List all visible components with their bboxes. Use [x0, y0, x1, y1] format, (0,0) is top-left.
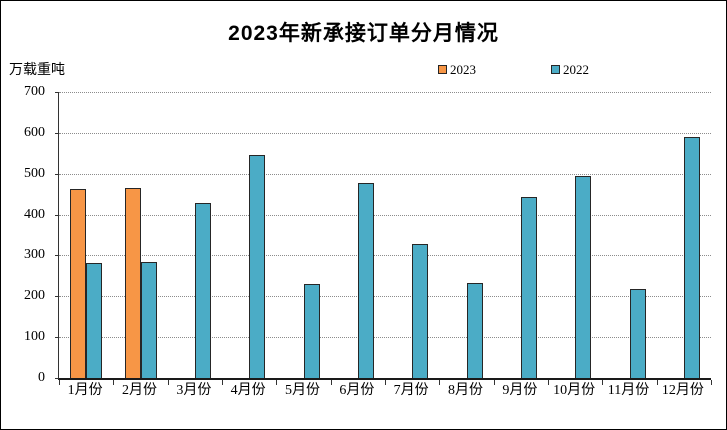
- x-axis-tick: [276, 380, 278, 385]
- legend-item-2023: 2023: [438, 63, 476, 76]
- bar-2022-4月份: [249, 154, 266, 378]
- x-axis-tick: [385, 380, 386, 385]
- y-axis-tick-700: [55, 92, 59, 93]
- plot-area: [55, 92, 712, 385]
- gridline-100: [59, 337, 711, 339]
- y-axis-tick-label: 600: [24, 124, 45, 140]
- x-axis-label-6月份: 6月份: [339, 383, 375, 398]
- x-axis-label-11月份: 11月份: [607, 383, 650, 398]
- bar-2022-12月份: [683, 136, 700, 378]
- y-axis-tick-label: 100: [24, 329, 45, 345]
- chart-title: 2023年新承接订单分月情况: [228, 22, 499, 45]
- bar-2022-9月份: [520, 197, 537, 378]
- y-axis-tick-0: [55, 378, 59, 379]
- x-axis-tick: [222, 380, 223, 385]
- bar-2022-6月份: [357, 183, 374, 378]
- bar-2022-10月份: [575, 176, 592, 378]
- y-axis-tick-label: 400: [24, 206, 45, 222]
- x-axis-label-7月份: 7月份: [393, 383, 429, 398]
- gridline-500: [59, 173, 711, 175]
- gridline-200: [59, 296, 711, 298]
- bar-2022-11月份: [629, 288, 646, 378]
- legend-item-2022: 2022: [551, 63, 589, 76]
- x-axis-tick: [167, 380, 169, 385]
- bar-2022-2月份: [140, 262, 157, 378]
- y-axis-tick-label: 500: [24, 165, 45, 181]
- gridline-700: [59, 92, 711, 93]
- x-axis-label-8月份: 8月份: [448, 383, 483, 398]
- gridline-300: [59, 255, 711, 257]
- bar-2022-8月份: [466, 282, 483, 378]
- y-axis-labels: 0 100 200 300 400 500 600 700: [1, 84, 49, 385]
- y-axis-tick-100: [55, 337, 59, 339]
- x-axis-label-4月份: 4月份: [230, 383, 266, 398]
- bar-2022-3月份: [194, 203, 211, 378]
- y-axis-tick-200: [55, 296, 59, 298]
- bar-2022-7月份: [412, 244, 429, 378]
- x-axis-label-12月份: 12月份: [661, 383, 704, 398]
- bar-2022-1月份: [86, 263, 103, 378]
- bar-2023-2月份: [124, 187, 141, 378]
- y-axis-tick-label: 700: [24, 84, 45, 99]
- legend: 2023 2022: [438, 63, 589, 76]
- x-axis-tick: [711, 380, 712, 385]
- x-axis-label-5月份: 5月份: [285, 383, 320, 398]
- x-axis-tick: [113, 380, 115, 385]
- bar-2023-1月份: [70, 189, 87, 378]
- y-axis-tick-400: [55, 214, 59, 216]
- legend-swatch-2023: [438, 65, 447, 74]
- gridline-400: [59, 214, 711, 216]
- legend-swatch-2022: [551, 65, 560, 74]
- y-axis-tick-label: 200: [24, 288, 45, 304]
- x-axis-label-3月份: 3月份: [176, 383, 212, 398]
- y-axis-tick-500: [55, 173, 59, 175]
- x-axis-label-1月份: 1月份: [67, 383, 103, 398]
- y-axis-tick-label: 0: [38, 370, 45, 385]
- x-axis-tick: [493, 380, 495, 385]
- y-axis-tick-label: 300: [24, 247, 45, 263]
- x-axis-label-9月份: 9月份: [502, 383, 538, 398]
- x-axis-tick: [330, 380, 332, 385]
- bar-2022-5月份: [303, 283, 320, 378]
- y-axis-tick-300: [55, 255, 59, 257]
- gridline-600: [59, 132, 711, 134]
- x-axis-tick: [439, 380, 441, 385]
- x-axis-tick: [548, 380, 549, 385]
- x-axis-tick: [602, 380, 604, 385]
- x-axis-label-10月份: 10月份: [553, 383, 596, 398]
- x-axis-labels: 1月份 2月份 3月份 4月份 5月份 6月份 7月份 8月份 9月份 10月份 11月份 12月份: [58, 383, 710, 403]
- y-axis-unit-label: 万载重吨: [9, 63, 65, 78]
- x-axis-tick: [656, 380, 658, 385]
- legend-label-2023: 2023: [450, 62, 476, 77]
- x-axis-tick: [59, 380, 60, 385]
- y-axis-tick-600: [55, 132, 59, 134]
- legend-label-2022: 2022: [563, 62, 589, 77]
- x-axis-label-2月份: 2月份: [122, 383, 157, 398]
